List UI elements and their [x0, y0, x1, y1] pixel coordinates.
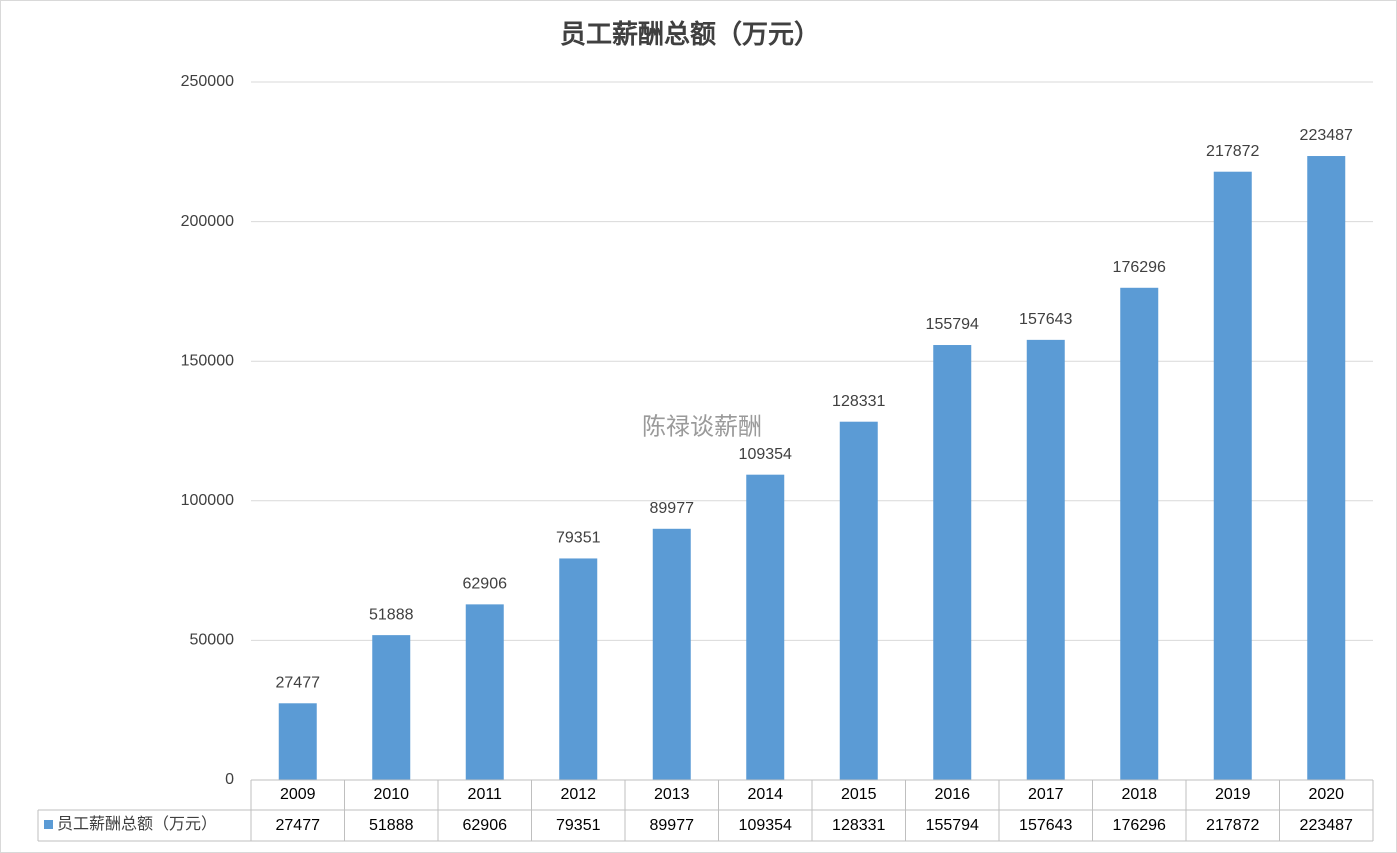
y-tick-label: 200000: [181, 213, 234, 230]
data-label: 62906: [463, 576, 508, 593]
data-label: 223487: [1300, 127, 1353, 144]
bar: [1026, 339, 1065, 780]
table-value: 51888: [369, 817, 414, 834]
data-label: 109354: [739, 446, 792, 463]
x-tick-label: 2013: [654, 786, 690, 803]
x-tick-label: 2016: [934, 786, 970, 803]
data-label: 176296: [1113, 259, 1166, 276]
table-value: 79351: [556, 817, 601, 834]
table-value: 27477: [276, 817, 321, 834]
table-value: 62906: [463, 817, 508, 834]
data-label: 27477: [276, 675, 321, 692]
y-tick-label: 50000: [190, 632, 235, 649]
data-label: 128331: [832, 393, 885, 410]
x-tick-label: 2020: [1308, 786, 1344, 803]
data-label: 79351: [556, 530, 601, 547]
y-tick-label: 100000: [181, 492, 234, 509]
data-label: 89977: [650, 500, 695, 517]
x-tick-label: 2011: [468, 786, 503, 803]
table-value: 223487: [1300, 817, 1353, 834]
chart-title: 员工薪酬总额（万元）: [560, 19, 820, 49]
watermark: 陈禄谈薪酬: [642, 413, 762, 440]
x-tick-label: 2018: [1121, 786, 1157, 803]
data-label: 217872: [1206, 143, 1259, 160]
bar: [652, 528, 691, 780]
data-label: 155794: [926, 316, 979, 333]
bar: [465, 604, 504, 780]
table-value: 109354: [739, 817, 792, 834]
table-value: 176296: [1113, 817, 1166, 834]
bar: [933, 345, 972, 780]
bar: [1307, 156, 1346, 780]
x-tick-label: 2014: [747, 786, 783, 803]
table-value: 157643: [1019, 817, 1072, 834]
x-tick-label: 2009: [280, 786, 316, 803]
data-label: 51888: [369, 606, 414, 623]
bar: [1213, 171, 1252, 781]
table-value: 89977: [650, 817, 695, 834]
bar: [559, 558, 598, 780]
x-tick-label: 2010: [373, 786, 409, 803]
bar: [746, 474, 785, 780]
bar: [839, 421, 878, 780]
table-value: 217872: [1206, 817, 1259, 834]
table-value: 155794: [926, 817, 979, 834]
bar: [278, 703, 317, 780]
table-value: 128331: [832, 817, 885, 834]
bar: [1120, 287, 1159, 780]
y-tick-label: 0: [225, 771, 234, 788]
legend-key: [44, 820, 53, 829]
y-tick-label: 250000: [181, 73, 234, 90]
data-label: 157643: [1019, 311, 1072, 328]
legend-label: 员工薪酬总额（万元）: [57, 815, 217, 833]
x-tick-label: 2017: [1028, 786, 1064, 803]
x-tick-label: 2015: [841, 786, 877, 803]
x-tick-label: 2019: [1215, 786, 1251, 803]
y-tick-label: 150000: [181, 352, 234, 369]
x-tick-label: 2012: [560, 786, 596, 803]
bar: [372, 635, 411, 780]
